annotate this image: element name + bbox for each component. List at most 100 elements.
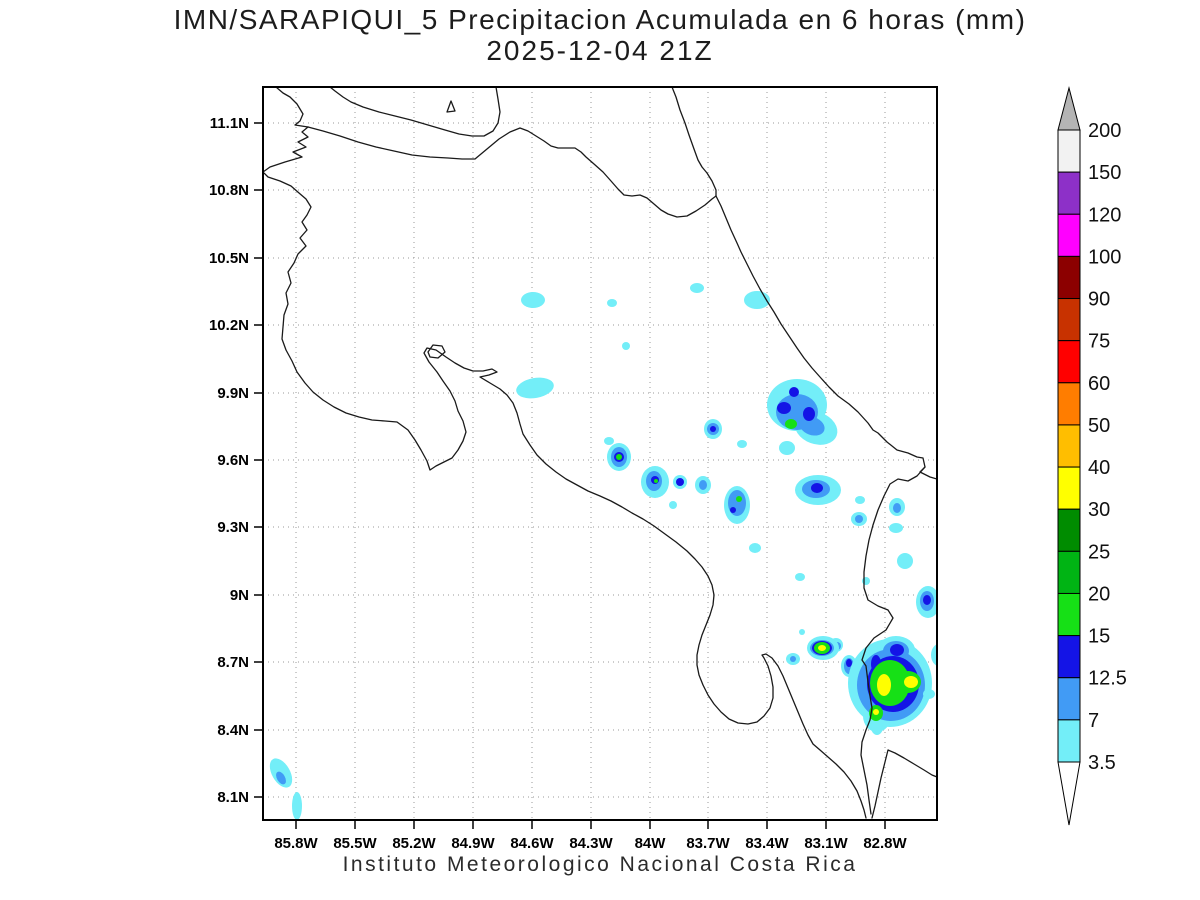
precip-cell: [818, 645, 826, 651]
colorbar-segment: [1057, 298, 1081, 342]
coastline-layer: [263, 87, 937, 819]
lake-island: [446, 100, 456, 113]
caribbean-coast-nicaragua: [671, 87, 717, 197]
colorbar-segment: [1057, 129, 1081, 173]
lon-tick-label: 85.2W: [392, 835, 436, 852]
precip-cell: [690, 283, 704, 293]
colorbar-tick-label: 50: [1088, 415, 1110, 437]
colorbar-tick-label: 15: [1088, 626, 1110, 648]
precip-cell: [897, 553, 913, 569]
precip-cell: [607, 299, 617, 307]
precip-cell: [737, 440, 747, 448]
colorbar-segment: [1057, 171, 1081, 215]
precip-cell: [604, 437, 614, 445]
precipitation-layer: [269, 283, 946, 820]
lat-tick-label: 9.3N: [217, 519, 249, 536]
precip-cell: [923, 689, 935, 699]
precip-cell: [889, 523, 903, 533]
precip-cell: [877, 674, 891, 696]
lon-tick-label: 83.1W: [804, 835, 848, 852]
map-frame: [262, 86, 938, 821]
precip-cell: [710, 426, 716, 432]
colorbar-segment: [1057, 635, 1081, 679]
precip-cell: [799, 629, 805, 635]
lon-tick-label: 82.8W: [863, 835, 907, 852]
lon-tick-label: 84.6W: [510, 835, 554, 852]
chart-title: IMN/SARAPIQUI_5 Precipitacion Acumulada …: [173, 4, 1027, 35]
colorbar-tick-label: 90: [1088, 289, 1110, 311]
colorbar-tick-label: 40: [1088, 457, 1110, 479]
precip-cell: [516, 377, 554, 399]
colorbar-tick-label: 20: [1088, 583, 1110, 605]
precip-cell: [785, 419, 797, 429]
colorbar-under-arrow: [1057, 761, 1081, 826]
colorbar-tick-label: 12.5: [1088, 668, 1127, 690]
precip-cell: [862, 577, 870, 585]
precip-cell: [799, 416, 825, 436]
precip-cell: [795, 573, 805, 581]
precip-cell: [749, 543, 761, 553]
precip-cell: [938, 647, 946, 657]
colorbar-segment: [1057, 466, 1081, 510]
lat-tick-label: 9N: [230, 587, 249, 604]
precip-cell: [779, 441, 795, 455]
colorbar-tick-label: 7: [1088, 710, 1099, 732]
precip-cell: [923, 595, 931, 605]
precip-cell: [777, 402, 791, 414]
lat-tick-label: 9.6N: [217, 452, 249, 469]
colorbar-segment: [1057, 719, 1081, 763]
colorbar-tick-label: 60: [1088, 373, 1110, 395]
lat-tick-label: 8.7N: [217, 654, 249, 671]
precip-cell: [730, 507, 736, 513]
colorbar-segment: [1057, 550, 1081, 594]
colorbar-tick-label: 3.5: [1088, 752, 1116, 774]
precip-cell: [622, 342, 630, 350]
nicaragua-border: [307, 126, 717, 218]
lat-tick-label: 10.5N: [209, 250, 249, 267]
precip-cell: [669, 501, 677, 509]
precip-cell: [654, 479, 658, 483]
precip-cell: [676, 478, 684, 486]
colorbar-tick-label: 25: [1088, 541, 1110, 563]
nicoya-gulf-island: [427, 344, 446, 359]
colorbar-tick-label: 100: [1088, 246, 1121, 268]
precip-cell: [893, 503, 901, 513]
precip-cell: [811, 483, 823, 493]
lat-tick-label: 9.9N: [217, 385, 249, 402]
chart-valid-time: 2025-12-04 21Z: [486, 35, 714, 66]
precip-cell: [803, 407, 815, 421]
colorbar-tick-label: 150: [1088, 162, 1121, 184]
lon-tick-label: 83.4W: [745, 835, 789, 852]
precip-cell: [871, 719, 883, 735]
lat-tick-label: 8.4N: [217, 722, 249, 739]
costa-rica-caribbean-coast: [715, 195, 937, 480]
precip-cell: [855, 496, 865, 504]
precip-cell: [292, 792, 302, 820]
precip-cell: [736, 496, 742, 502]
lon-tick-label: 85.5W: [333, 835, 377, 852]
colorbar-over-arrow: [1057, 86, 1081, 131]
colorbar-tick-label: 200: [1088, 120, 1121, 142]
precip-cell: [616, 454, 622, 460]
panama-border: [860, 466, 926, 815]
lon-tick-label: 84.3W: [569, 835, 613, 852]
precip-cell: [699, 480, 707, 490]
lon-tick-label: 83.7W: [686, 835, 730, 852]
precip-cell: [789, 387, 799, 397]
colorbar-tick-label: 120: [1088, 204, 1121, 226]
lon-tick-label: 84.9W: [451, 835, 495, 852]
colorbar-segment: [1057, 340, 1081, 384]
precip-cell: [790, 656, 796, 662]
precip-cell: [873, 709, 879, 715]
precip-cell: [855, 515, 863, 523]
colorbar-tick-label: 30: [1088, 499, 1110, 521]
lon-tick-label: 85.8W: [274, 835, 318, 852]
colorbar-segment: [1057, 424, 1081, 468]
precip-cell: [931, 644, 937, 666]
precip-cell: [728, 490, 746, 516]
lat-tick-label: 8.1N: [217, 789, 249, 806]
precip-cell: [521, 292, 545, 308]
lat-tick-label: 10.8N: [209, 182, 249, 199]
